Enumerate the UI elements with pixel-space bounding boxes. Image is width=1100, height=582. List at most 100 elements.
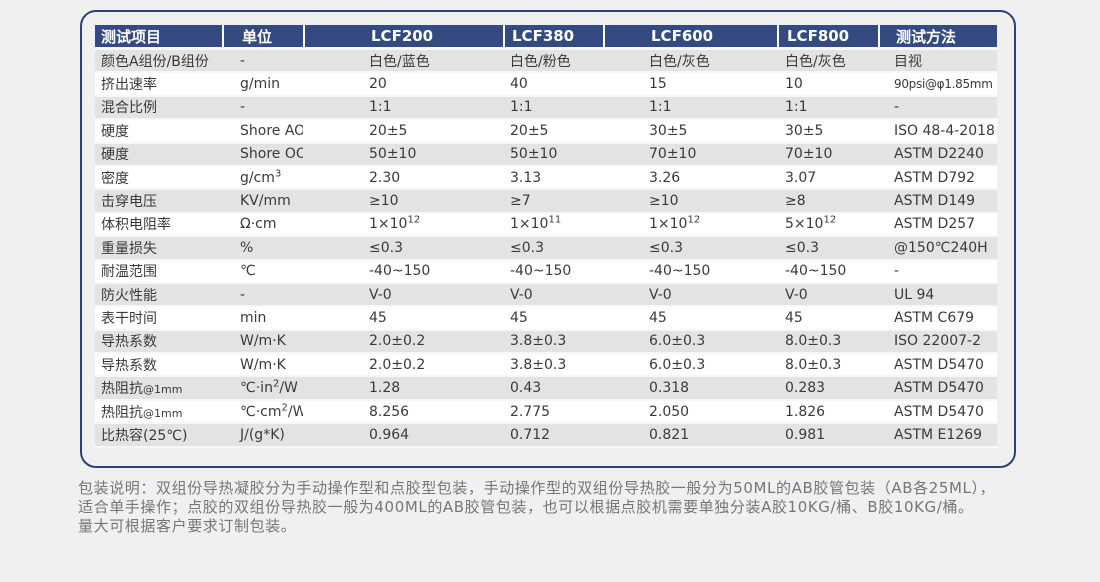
table-cell: ℃·in2/W bbox=[222, 377, 303, 401]
table-cell: 白色/蓝色 bbox=[303, 50, 503, 74]
table-row: 密度 g/cm3 2.30 3.13 3.26 3.07 ASTM D792 bbox=[95, 166, 997, 191]
packaging-note: 包装说明：双组份导热凝胶分为手动操作型和点胶型包装，手动操作型的双组份导热胶一般… bbox=[78, 479, 1083, 536]
table-cell: 颜色A组份/B组份 bbox=[95, 50, 222, 74]
table-cell: ASTM E1269 bbox=[878, 424, 997, 448]
table-cell: 8.0±0.3 bbox=[777, 330, 878, 355]
column-header-item: 测试项目 bbox=[95, 25, 222, 50]
table-cell: 3.8±0.3 bbox=[503, 330, 603, 355]
table-cell: 1.826 bbox=[777, 400, 878, 425]
table-cell: 2.0±0.2 bbox=[303, 330, 503, 355]
table-cell: 40 bbox=[503, 73, 603, 97]
table-cell: 0.318 bbox=[603, 377, 777, 401]
table-cell: ASTM D149 bbox=[878, 190, 997, 214]
table-cell: 硬度 bbox=[95, 120, 222, 144]
packaging-note-line: 适合单手操作；点胶的双组份导热胶一般为400ML的AB胶管包装，也可以根据点胶机… bbox=[78, 498, 974, 516]
table-cell: 0.43 bbox=[503, 377, 603, 401]
table-cell: 3.8±0.3 bbox=[503, 354, 603, 378]
table-cell: 2.050 bbox=[603, 400, 777, 425]
table-cell: 6.0±0.3 bbox=[603, 330, 777, 355]
spec-table: 测试项目 单位 LCF200 LCF380 LCF600 LCF800 测试方法 颜色A组份… bbox=[95, 25, 997, 448]
table-cell: 30±5 bbox=[603, 120, 777, 144]
table-row: 挤出速率 g/min 20 40 15 10 90psi@φ1.85mm bbox=[95, 73, 997, 97]
table-cell: g/min bbox=[222, 73, 303, 97]
column-header-lcf380: LCF380 bbox=[503, 25, 603, 50]
table-row: 比热容(25℃) J/(g*K) 0.964 0.712 0.821 0.981 ASTM … bbox=[95, 424, 997, 448]
table-cell: 8.256 bbox=[303, 400, 503, 425]
table-cell: ≥10 bbox=[303, 190, 503, 214]
table-cell: 1×1012 bbox=[303, 213, 503, 238]
table-row: 击穿电压 KV/mm ≥10 ≥7 ≥10 ≥8 ASTM D149 bbox=[95, 190, 997, 214]
table-cell: 0.712 bbox=[503, 424, 603, 448]
table-cell: - bbox=[222, 283, 303, 308]
table-cell: 20±5 bbox=[503, 120, 603, 144]
table-cell: 2.30 bbox=[303, 166, 503, 191]
table-cell: 1:1 bbox=[777, 96, 878, 121]
table-cell: 击穿电压 bbox=[95, 190, 222, 214]
column-header-lcf600: LCF600 bbox=[603, 25, 777, 50]
table-cell: -40~150 bbox=[777, 260, 878, 284]
table-row: 导热系数 W/m·K 2.0±0.2 3.8±0.3 6.0±0.3 8.0±0.3 ISO… bbox=[95, 330, 997, 355]
table-cell: % bbox=[222, 237, 303, 261]
table-cell: UL 94 bbox=[878, 283, 997, 308]
table-cell: ISO 22007-2 bbox=[878, 330, 997, 355]
table-cell: - bbox=[878, 96, 997, 121]
table-cell: ASTM D5470 bbox=[878, 377, 997, 401]
table-cell: ℃ bbox=[222, 260, 303, 284]
table-cell: 3.13 bbox=[503, 166, 603, 191]
table-cell: V-0 bbox=[503, 283, 603, 308]
table-cell: 45 bbox=[603, 307, 777, 331]
table-cell: 2.0±0.2 bbox=[303, 354, 503, 378]
table-cell: W/m·K bbox=[222, 354, 303, 378]
table-cell: W/m·K bbox=[222, 330, 303, 355]
table-cell: 热阻抗@1mm bbox=[95, 400, 222, 425]
table-cell: ASTM D257 bbox=[878, 213, 997, 238]
column-header-unit: 单位 bbox=[222, 25, 303, 50]
table-cell: 硬度 bbox=[95, 143, 222, 167]
table-cell: 1:1 bbox=[303, 96, 503, 121]
table-cell: 15 bbox=[603, 73, 777, 97]
table-cell: 70±10 bbox=[603, 143, 777, 167]
table-cell: ≤0.3 bbox=[603, 237, 777, 261]
table-cell: Shore AO bbox=[222, 120, 303, 144]
table-cell: 70±10 bbox=[777, 143, 878, 167]
table-cell: KV/mm bbox=[222, 190, 303, 214]
table-cell: 混合比例 bbox=[95, 96, 222, 121]
table-cell: 90psi@φ1.85mm bbox=[878, 73, 997, 97]
table-cell: - bbox=[222, 50, 303, 74]
table-cell: @150℃240H bbox=[878, 237, 997, 261]
table-cell: V-0 bbox=[603, 283, 777, 308]
table-cell: Ω·cm bbox=[222, 213, 303, 238]
column-header-method: 测试方法 bbox=[878, 25, 997, 50]
table-cell: 50±10 bbox=[503, 143, 603, 167]
table-cell: 10 bbox=[777, 73, 878, 97]
table-cell: 白色/灰色 bbox=[603, 50, 777, 74]
table-row: 防火性能 - V-0 V-0 V-0 V-0 UL 94 bbox=[95, 283, 997, 308]
table-cell: 0.964 bbox=[303, 424, 503, 448]
table-cell: V-0 bbox=[777, 283, 878, 308]
table-cell: 耐温范围 bbox=[95, 260, 222, 284]
table-cell: 密度 bbox=[95, 166, 222, 191]
table-cell: min bbox=[222, 307, 303, 331]
table-cell: ℃·cm2/W bbox=[222, 400, 303, 425]
table-cell: -40~150 bbox=[503, 260, 603, 284]
table-cell: 2.775 bbox=[503, 400, 603, 425]
table-cell: ASTM C679 bbox=[878, 307, 997, 331]
table-row: 耐温范围 ℃ -40~150 -40~150 -40~150 -40~150- bbox=[95, 260, 997, 284]
table-cell: 1:1 bbox=[603, 96, 777, 121]
table-cell: 6.0±0.3 bbox=[603, 354, 777, 378]
spec-panel: 测试项目 单位 LCF200 LCF380 LCF600 LCF800 测试方法 颜色A组份… bbox=[80, 10, 1016, 468]
table-cell: 0.981 bbox=[777, 424, 878, 448]
table-cell: -40~150 bbox=[303, 260, 503, 284]
table-cell: ≤0.3 bbox=[503, 237, 603, 261]
table-cell: 1.28 bbox=[303, 377, 503, 401]
table-cell: 1:1 bbox=[503, 96, 603, 121]
table-row: 导热系数 W/m·K 2.0±0.2 3.8±0.3 6.0±0.3 8.0±0.3 AST… bbox=[95, 354, 997, 378]
table-cell: 50±10 bbox=[303, 143, 503, 167]
table-cell: 30±5 bbox=[777, 120, 878, 144]
table-cell: 20 bbox=[303, 73, 503, 97]
table-cell: 热阻抗@1mm bbox=[95, 377, 222, 401]
table-row: 体积电阻率 Ω·cm 1×1012 1×1011 1×1012 5×1012 ASTM D2… bbox=[95, 213, 997, 238]
table-cell: 45 bbox=[777, 307, 878, 331]
